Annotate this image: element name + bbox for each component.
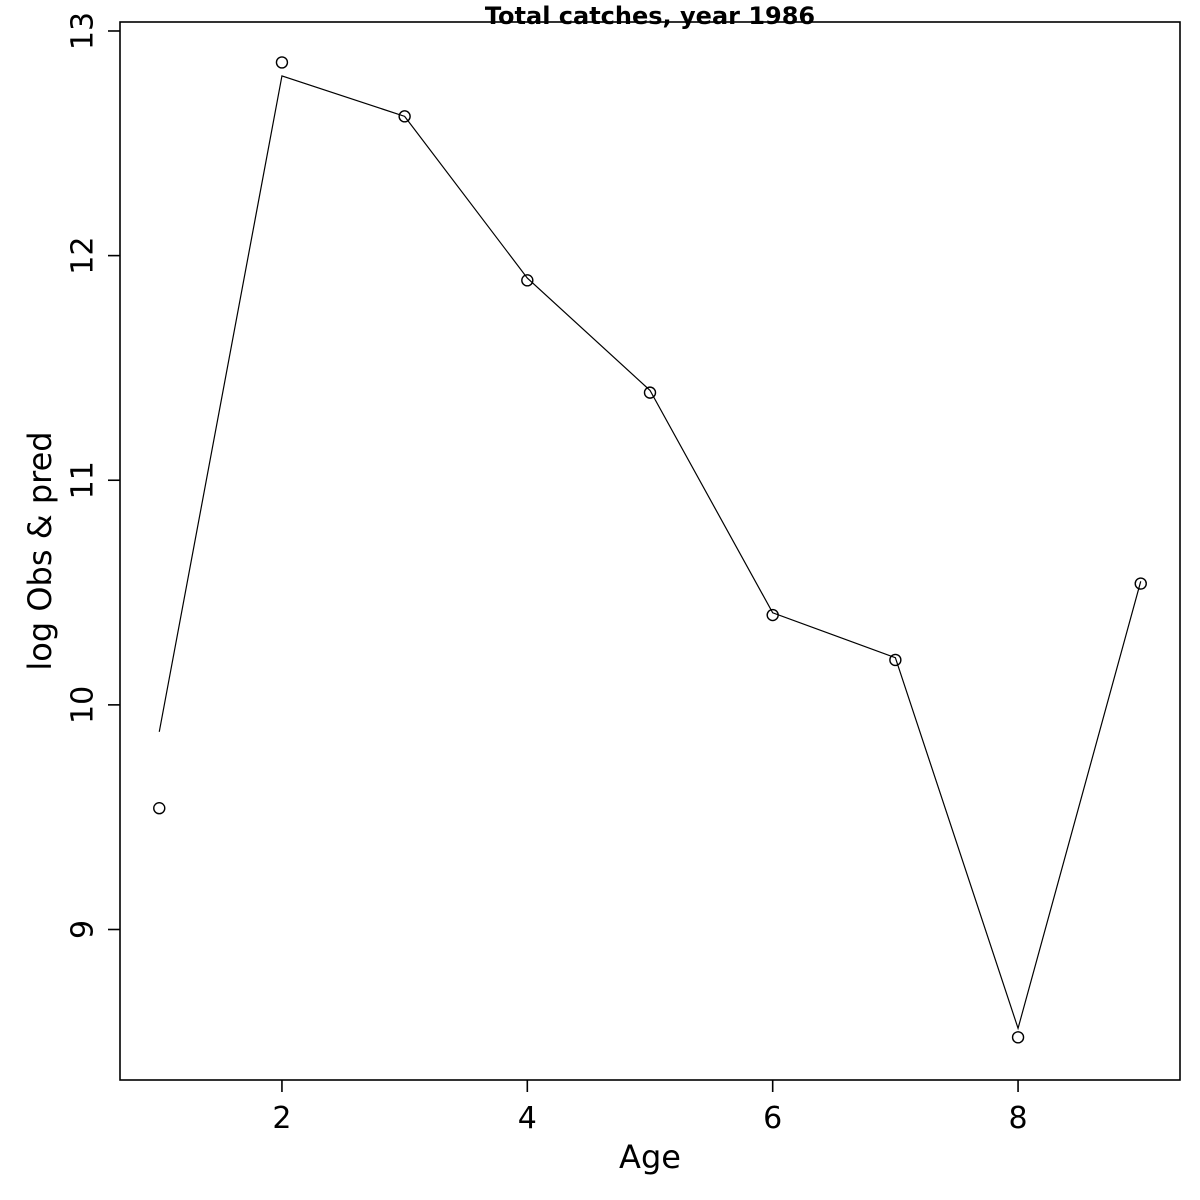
y-tick-label: 13 bbox=[66, 12, 101, 50]
data-point bbox=[643, 386, 657, 399]
data-point bbox=[1134, 577, 1147, 590]
data-point bbox=[1011, 1031, 1025, 1044]
data-point bbox=[275, 56, 289, 69]
x-tick-label: 4 bbox=[518, 1101, 537, 1136]
chart-title: Total catches, year 1986 bbox=[484, 2, 816, 30]
x-tick-label: 2 bbox=[272, 1101, 291, 1136]
x-tick-label: 8 bbox=[1009, 1101, 1028, 1136]
x-tick-label: 6 bbox=[763, 1101, 782, 1136]
y-tick-label: 11 bbox=[66, 461, 101, 499]
data-point bbox=[153, 801, 166, 815]
data-point bbox=[766, 608, 779, 622]
data-point bbox=[398, 110, 411, 123]
predicted-line bbox=[158, 75, 1142, 1031]
data-point bbox=[889, 653, 902, 667]
plot-box bbox=[119, 21, 1181, 1081]
y-axis-title: log Obs & pred bbox=[21, 431, 59, 671]
y-tick-label: 12 bbox=[66, 237, 101, 275]
y-tick-label: 9 bbox=[66, 920, 101, 939]
data-point bbox=[521, 274, 534, 287]
x-axis-title: Age bbox=[619, 1138, 681, 1176]
y-tick-label: 10 bbox=[66, 686, 101, 724]
